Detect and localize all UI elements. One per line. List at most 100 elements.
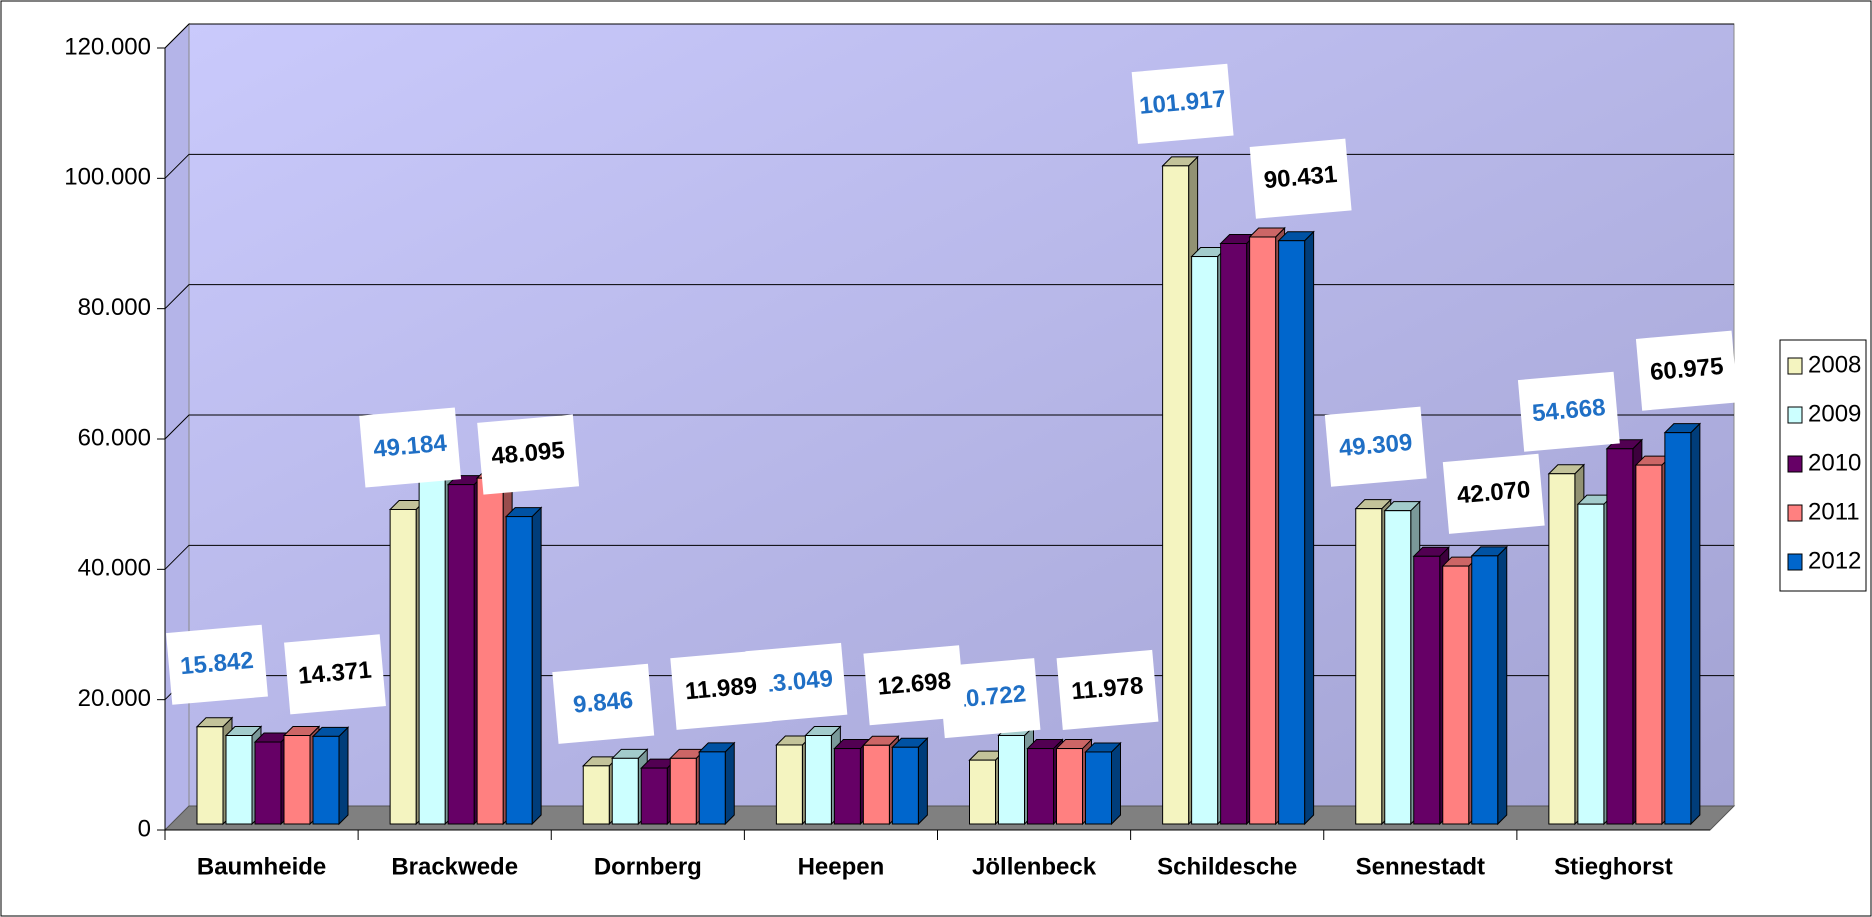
data-label-box: [1056, 649, 1159, 730]
bar: [611, 757, 639, 825]
bar: [775, 744, 803, 825]
data-label-box: [284, 634, 386, 715]
bar: [582, 765, 610, 825]
data-label-box: [477, 414, 580, 495]
data-label: 14.371: [297, 657, 372, 690]
data-label-box: [1131, 63, 1234, 144]
bar: [447, 484, 475, 825]
bar: [1027, 748, 1054, 825]
bar: [1664, 432, 1692, 825]
bar: [1191, 256, 1219, 825]
bar: [1220, 243, 1248, 825]
bar: [196, 726, 224, 825]
bar: [1355, 508, 1383, 825]
legend-label: 2010: [1808, 449, 1861, 476]
y-tick-label: 100.000: [64, 164, 151, 191]
y-tick-label: 20.000: [78, 685, 151, 712]
y-tick-label: 60.000: [78, 424, 151, 451]
x-tick-label: Brackwede: [391, 853, 518, 880]
bar: [969, 759, 996, 825]
data-label: 11.989: [684, 672, 758, 705]
bar: [998, 735, 1025, 825]
data-label: 12.698: [877, 667, 952, 700]
bar: [698, 751, 726, 825]
bar: [804, 735, 832, 825]
grid-line: [164, 23, 1734, 49]
bar: [1162, 165, 1190, 825]
data-label-box: [1324, 406, 1427, 487]
legend-swatch: [1787, 504, 1803, 522]
data-label-box: [359, 407, 462, 488]
data-label-group: 9.846: [552, 663, 655, 744]
bar: [1606, 448, 1634, 825]
bar: [225, 735, 253, 825]
data-label-box: [938, 658, 1041, 739]
legend-label: 2011: [1808, 498, 1860, 525]
y-tick-label: 80.000: [78, 294, 151, 321]
bar: [312, 735, 340, 825]
data-label: 49.184: [372, 430, 448, 463]
legend-swatch: [1787, 553, 1803, 571]
bar-side: [724, 741, 735, 826]
data-label: 15.842: [179, 647, 254, 680]
bar-side: [1111, 741, 1121, 826]
bar: [833, 748, 861, 825]
legend-swatch: [1787, 455, 1803, 473]
data-label-group: 42.070: [1442, 453, 1545, 534]
data-label-group: 49.184: [359, 407, 462, 488]
data-label-box: [863, 645, 966, 726]
data-label: 48.095: [490, 437, 565, 470]
data-label-box: [1635, 330, 1738, 411]
bar: [1085, 751, 1112, 825]
legend-swatch: [1787, 406, 1803, 424]
x-tick-label: Dornberg: [594, 853, 702, 880]
data-label-group: 60.975: [1635, 330, 1738, 411]
grid-line: [164, 153, 1734, 179]
data-label-group: 90.431: [1249, 138, 1352, 219]
bar-side: [1304, 230, 1315, 826]
bar: [862, 744, 890, 825]
data-label: 60.975: [1649, 353, 1724, 386]
data-label-group: 14.371: [284, 634, 386, 715]
data-label-group: 15.842: [166, 624, 268, 705]
data-label-box: [745, 642, 848, 724]
bar: [283, 735, 311, 825]
bar-side: [917, 737, 928, 826]
data-label-group: 54.668: [1517, 371, 1620, 452]
data-label: 13.049: [759, 665, 834, 698]
data-label-group: 11.989: [670, 649, 773, 730]
bar: [505, 516, 533, 825]
data-label-group: 48.095: [477, 414, 580, 495]
data-label-group: 13.049: [745, 642, 848, 724]
x-tick-label: Sennestadt: [1356, 853, 1485, 880]
bar: [254, 741, 282, 825]
data-label: 11.978: [1070, 672, 1144, 705]
data-label-group: 12.698: [863, 645, 966, 726]
bar: [891, 746, 919, 825]
bar: [1413, 555, 1441, 825]
x-tick-label: Baumheide: [197, 853, 326, 880]
bar: [1471, 555, 1499, 825]
bar: [476, 477, 504, 825]
data-label-box: [1249, 138, 1352, 219]
bar-side: [1690, 422, 1701, 826]
x-tick-label: Stieghorst: [1554, 853, 1673, 880]
bar: [418, 464, 446, 825]
data-label-box: [1442, 453, 1545, 534]
data-label: 42.070: [1456, 476, 1531, 509]
y-tick-label: 0: [138, 815, 151, 842]
bar: [640, 767, 668, 825]
bar: [1056, 748, 1083, 825]
x-tick-label: Heepen: [798, 853, 885, 880]
bar: [1635, 464, 1663, 825]
legend-label: 2009: [1808, 400, 1861, 427]
bar: [669, 757, 697, 825]
data-label: 49.309: [1338, 429, 1413, 462]
data-label-box: [1517, 371, 1620, 452]
data-label-box: [670, 649, 773, 730]
legend-label: 2008: [1808, 351, 1861, 378]
data-label-group: 11.978: [1056, 649, 1159, 730]
data-label-group: 101.917: [1131, 63, 1234, 144]
data-label: 54.668: [1531, 394, 1606, 427]
